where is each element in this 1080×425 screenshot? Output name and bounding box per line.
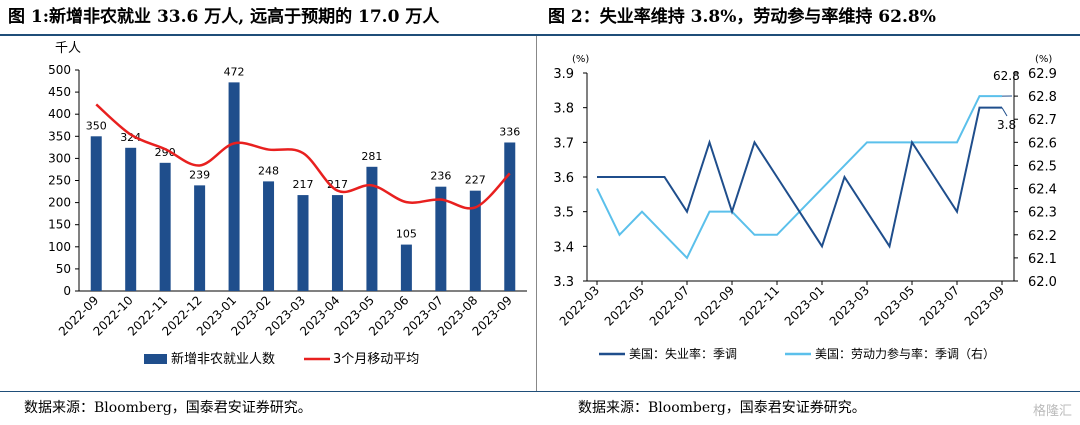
top-rule [0,34,1080,36]
left-tick-label: 3.4 [553,240,574,255]
y-tick-label: 100 [48,240,71,254]
bar-2022-12 [194,185,206,291]
y-tick-label: 0 [63,284,71,298]
x-tick-label: 2023-01 [782,283,827,328]
left-tick-label: 3.7 [553,136,574,151]
x-tick-label: 2023-09 [962,283,1007,328]
x-tick-label: 2023-03 [827,283,872,328]
bar-value-label: 236 [430,170,451,183]
right-tick-label: 62.7 [1028,113,1057,128]
annotation-leader-unemployment [1001,107,1008,117]
bar-2023-04 [331,195,343,291]
right-tick-label: 62.0 [1028,275,1057,290]
bar-2023-08 [469,190,481,291]
y-tick-label: 50 [56,262,71,276]
payrolls-chart: 千人0501001502002503003504004505003502022-… [48,41,527,367]
watermark-logo: 格隆汇 [1032,404,1072,419]
annotation-unemployment: 3.8 [997,118,1016,132]
legend-label-average: 3个月移动平均 [333,352,419,367]
y-tick-label: 300 [48,151,71,165]
bar-2022-11 [159,162,171,291]
bar-value-label: 472 [224,65,245,78]
panel-divider [536,36,537,392]
legend-label-bars: 新增非农就业人数 [171,351,275,367]
y-tick-label: 500 [48,63,71,77]
bar-2023-07 [435,186,447,291]
legend-label-participation: 美国：劳动力参与率：季调（右） [815,346,995,361]
figure-2-title: 图 2：失业率维持 3.8%，劳动参与率维持 62.8% [548,7,936,27]
right-tick-label: 62.3 [1028,206,1057,221]
bar-2023-03 [297,195,309,291]
annotation-participation: 62.8 [993,69,1020,83]
left-tick-label: 3.6 [553,171,574,186]
bar-value-label: 350 [86,119,107,132]
bar-2023-05 [366,166,378,291]
figure-1-title: 图 1:新增非农就业 33.6 万人, 远高于预期的 17.0 万人 [8,7,440,27]
right-tick-label: 62.8 [1028,90,1057,105]
bar-value-label: 290 [155,146,176,159]
unemployment-participation-chart: (%) (%) 3.3 3.4 3.5 3.6 3.7 3.8 3.9 62.0 62.1 62.2 6… [553,54,1057,361]
bar-value-label: 281 [361,150,382,163]
y-tick-label: 400 [48,107,71,121]
moving-average-line [95,103,511,210]
bar-value-label: 324 [120,131,141,144]
right-tick-label: 62.2 [1028,229,1057,244]
x-tick-label: 2022-05 [602,283,647,328]
y-tick-label: 350 [48,129,71,143]
source-note-1: 数据来源：Bloomberg，国泰君安证券研究。 [24,400,312,416]
y-tick-label: 200 [48,196,71,210]
left-axis-unit: (%) [572,54,589,65]
bar-value-label: 336 [499,125,520,138]
bar-2023-06 [400,244,412,291]
bar-value-label: 248 [258,164,279,177]
right-tick-label: 62.5 [1028,159,1057,174]
bar-2022-10 [125,147,137,291]
left-tick-label: 3.3 [553,275,574,290]
bar-2023-01 [228,82,240,291]
right-tick-label: 62.1 [1028,252,1057,267]
bar-2023-02 [263,181,275,291]
unemployment-rate-line [597,106,1002,249]
y-axis-label: 千人 [55,41,81,56]
x-tick-label: 2023-07 [917,283,962,328]
bar-value-label: 227 [465,174,486,187]
right-axis-unit: (%) [1035,54,1052,65]
bar-2022-09 [90,136,102,291]
left-tick-label: 3.5 [553,206,574,221]
right-tick-label: 62.4 [1028,183,1057,198]
bar-value-label: 239 [189,168,210,181]
bar-value-label: 105 [396,228,417,241]
y-tick-label: 450 [48,85,71,99]
x-tick-label: 2022-07 [647,283,692,328]
left-tick-label: 3.9 [553,67,574,82]
x-tick-label: 2022-03 [557,283,602,328]
bar-value-label: 217 [293,178,314,191]
legend-swatch-bars [144,354,167,364]
source-note-2: 数据来源：Bloomberg，国泰君安证券研究。 [578,400,866,416]
y-tick-label: 250 [48,174,71,188]
x-tick-label: 2023-05 [872,283,917,328]
right-tick-label: 62.9 [1028,67,1057,82]
x-tick-label: 2022-11 [737,283,782,328]
legend-label-unemployment: 美国：失业率：季调 [629,346,737,361]
right-tick-label: 62.6 [1028,136,1057,151]
y-tick-label: 150 [48,218,71,232]
x-tick-label: 2022-09 [692,283,737,328]
bar-2023-09 [504,142,516,291]
left-tick-label: 3.8 [553,102,574,117]
bottom-rule [0,391,1080,392]
